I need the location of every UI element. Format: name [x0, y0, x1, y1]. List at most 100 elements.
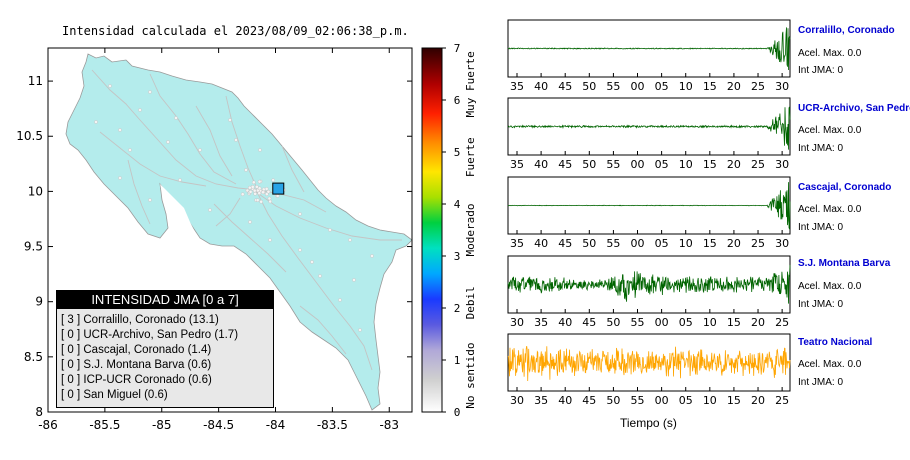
map-x-axis: -86 -85.5 -85 -84.5 -84 -83.5 -83	[38, 48, 399, 432]
event-marker	[272, 182, 285, 195]
panel-x-tick-label: 40	[558, 316, 572, 329]
colorbar-category-label: Moderado	[464, 204, 477, 257]
acel-max-label: Acel. Max. 0.0	[798, 125, 862, 136]
map-point	[261, 190, 265, 195]
map-point	[108, 84, 112, 88]
map-point	[257, 186, 262, 191]
map-point	[234, 138, 238, 142]
panel-x-tick-label: 00	[631, 237, 645, 250]
panel-x-tick-label: 50	[606, 394, 620, 407]
panel-x-tick-label: 50	[606, 316, 620, 329]
station-dots	[94, 84, 374, 332]
panel-x-tick-label: 45	[582, 394, 596, 407]
y-tick-label: 9	[35, 295, 43, 309]
panel-x-tick-label: 10	[679, 237, 693, 250]
colorbar	[421, 47, 443, 413]
map-point	[348, 238, 352, 242]
map-point	[310, 260, 314, 264]
panel-x-tick-label: 30	[775, 158, 789, 171]
map-point	[275, 194, 280, 198]
map-point	[255, 185, 259, 189]
map-point	[94, 120, 98, 124]
panel-x-tick-label: 20	[727, 237, 741, 250]
station-name: Cascajal, Coronado	[798, 182, 892, 193]
panel-x-tick-label: 00	[655, 394, 669, 407]
colorbar-tick-label: 7	[454, 42, 461, 55]
panel-x-tick-label: 35	[534, 316, 548, 329]
x-tick-label: -84	[266, 418, 286, 432]
map-point	[208, 208, 212, 212]
map-point	[298, 248, 302, 252]
map-point	[148, 90, 152, 94]
panel-x-tick-label: 25	[751, 237, 765, 250]
waveform-trace	[507, 106, 791, 150]
panel-x-tick-label: 45	[558, 80, 572, 93]
legend-row: [ 0 ] S.J. Montana Barva (0.6)	[61, 359, 212, 371]
map-point	[240, 192, 245, 197]
panel-x-tick-label: 25	[751, 80, 765, 93]
x-tick-label: -83	[379, 418, 399, 432]
costa-rica-landmass	[65, 53, 412, 411]
panel-x-tick-label: 10	[679, 158, 693, 171]
waveform-trace	[507, 264, 791, 304]
map-point	[268, 238, 272, 242]
panel-x-tick-label: 40	[534, 158, 548, 171]
panel-x-tick-label: 35	[534, 394, 548, 407]
waveform-panel: 35 40 45 50 55 00 05 10 15 20 25 30	[507, 176, 791, 250]
panel-x-tick-label: 50	[582, 80, 596, 93]
x-tick-label: -85	[152, 418, 172, 432]
y-tick-label: 10.5	[16, 129, 43, 143]
map-point	[228, 118, 232, 122]
colorbar-tick-label: 2	[454, 302, 461, 315]
map-frame	[47, 47, 413, 413]
panel-x-tick-label: 40	[558, 394, 572, 407]
y-tick-label: 11	[28, 74, 43, 88]
panel-x-tick-label: 15	[703, 80, 717, 93]
panel-x-tick-label: 55	[606, 80, 620, 93]
map-point	[352, 278, 356, 282]
map-point	[174, 116, 178, 120]
panel-x-tick-label: 50	[582, 158, 596, 171]
road-network	[91, 69, 402, 371]
legend-row: [ 3 ] Corralillo, Coronado (13.1)	[61, 314, 219, 326]
int-jma-label: Int JMA: 0	[798, 222, 844, 233]
colorbar-tick-label: 3	[454, 250, 461, 263]
y-tick-label: 8.5	[24, 350, 43, 364]
acel-max-label: Acel. Max. 0.0	[798, 359, 862, 370]
panel-x-tick-label: 40	[534, 80, 548, 93]
colorbar-category-label: Muy Fuerte	[464, 51, 477, 117]
map-point	[261, 187, 266, 192]
int-jma-label: Int JMA: 0	[798, 299, 844, 310]
map-point	[244, 168, 248, 172]
panel-x-tick-label: 00	[631, 158, 645, 171]
colorbar-categories: No sentido Debil Moderado Fuerte Muy Fuerte	[464, 51, 477, 408]
panel-x-tick-label: 10	[703, 394, 717, 407]
panel-x-tick-label: 05	[655, 237, 669, 250]
map-point	[255, 198, 260, 202]
panel-x-tick-label: 55	[606, 158, 620, 171]
map-point	[257, 191, 262, 195]
panel-x-tick-label: 25	[751, 158, 765, 171]
map-point	[250, 185, 255, 189]
map-point	[318, 274, 322, 278]
map-point	[298, 212, 302, 216]
colorbar-tick-label: 4	[454, 198, 461, 211]
station-name: S.J. Montana Barva	[798, 258, 891, 269]
panel-x-tick-label: 20	[727, 158, 741, 171]
legend-row: [ 0 ] San Miguel (0.6)	[61, 389, 168, 401]
panel-x-tick-label: 45	[582, 316, 596, 329]
panel-x-tick-label: 15	[727, 316, 741, 329]
map-point	[138, 108, 142, 112]
legend-row: [ 0 ] ICP-UCR Coronado (0.6)	[61, 374, 212, 386]
map-title: Intensidad calculada el 2023/08/09_02:06…	[62, 24, 409, 38]
x-tick-label: -85.5	[89, 418, 120, 432]
panel-x-tick-label: 05	[655, 158, 669, 171]
panel-x-tick-label: 20	[751, 394, 765, 407]
map-point	[118, 176, 122, 180]
y-tick-label: 8	[35, 405, 43, 419]
map-point	[118, 128, 122, 132]
map-point	[267, 196, 272, 201]
intensity-legend: INTENSIDAD JMA [0 a 7] [ 3 ] Corralillo,…	[56, 290, 274, 408]
panel-x-tick-label: 30	[775, 237, 789, 250]
